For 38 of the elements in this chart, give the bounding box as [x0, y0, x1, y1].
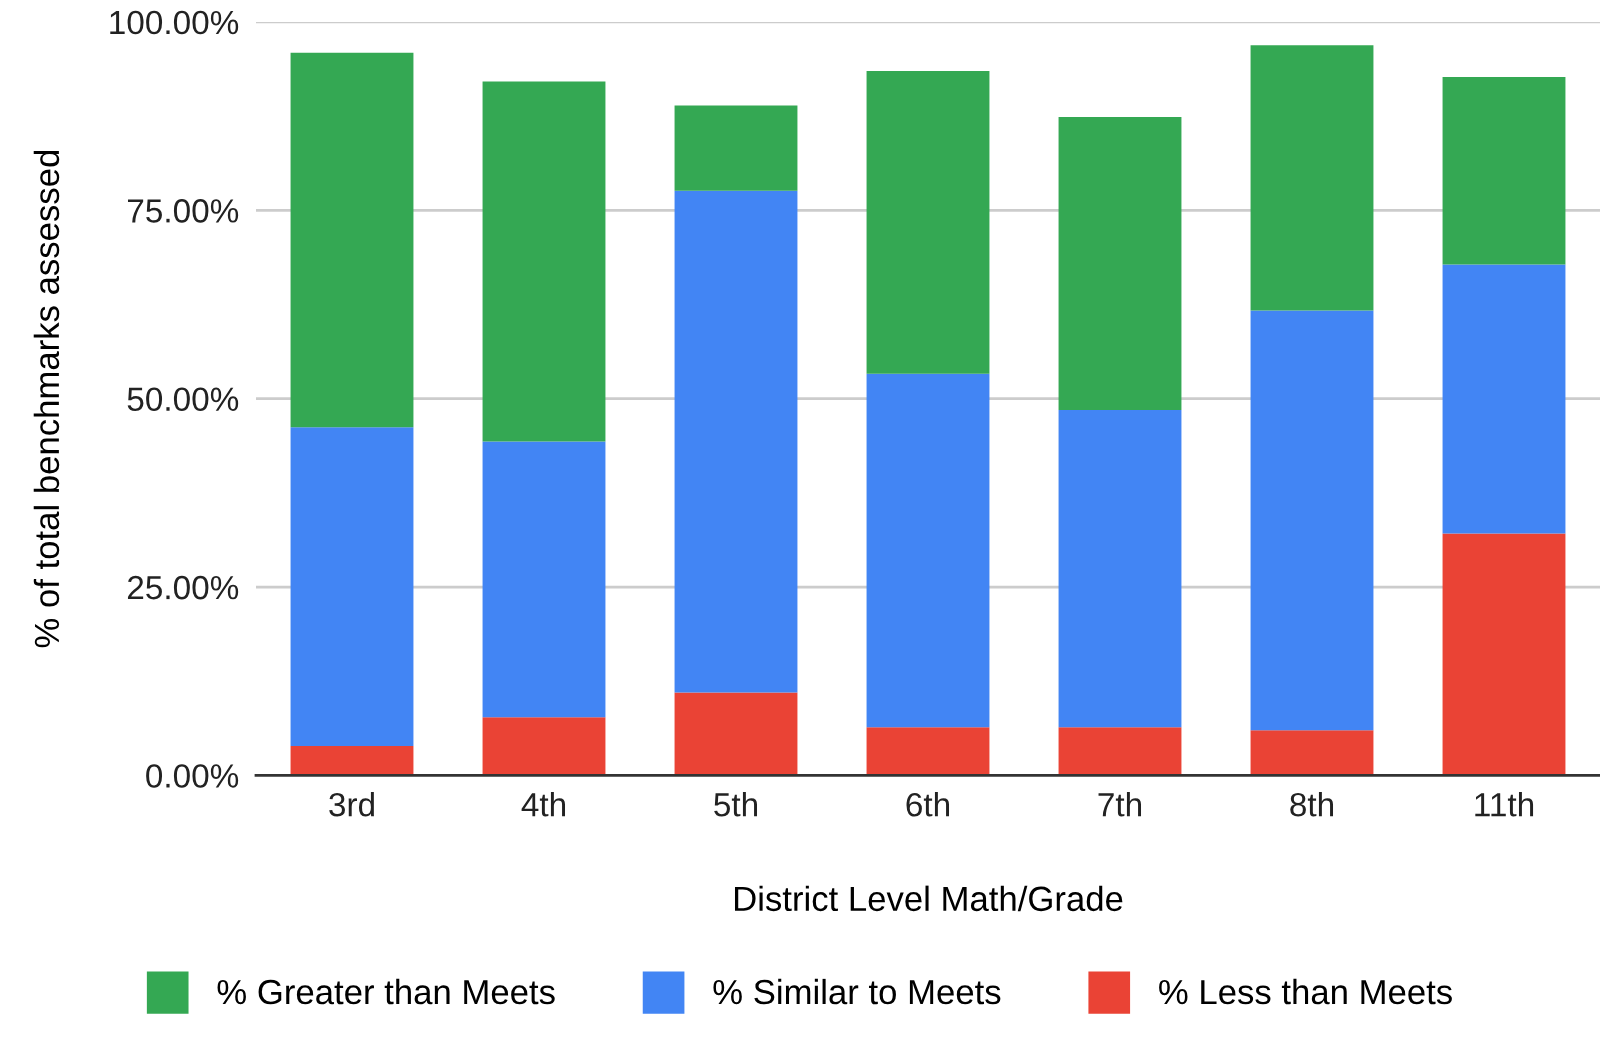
x-tick-label: 4th	[521, 792, 566, 817]
bar	[1442, 533, 1566, 776]
x-tick-label: 7th	[1098, 792, 1142, 817]
y-tick-label: 75.00%	[127, 199, 239, 223]
bar	[1442, 76, 1566, 265]
bar	[1250, 730, 1374, 776]
y-tick-label: 100.00%	[110, 10, 239, 35]
y-tick-label: 25.00%	[127, 575, 239, 600]
bar	[1250, 310, 1374, 731]
bar	[482, 81, 606, 442]
x-tick-label: 6th	[906, 792, 950, 817]
x-tick-label: 3rd	[329, 792, 374, 817]
bar	[1058, 116, 1182, 410]
x-tick-label: 8th	[1290, 792, 1334, 817]
bar	[674, 105, 798, 191]
bar	[1058, 727, 1182, 776]
legend-label: % Similar to Meets	[713, 978, 1001, 1005]
x-tick-label: 5th	[714, 792, 758, 817]
bar	[866, 373, 990, 728]
bar	[1442, 264, 1566, 534]
legend-label: % Less than Meets	[1159, 978, 1452, 1005]
bar	[482, 717, 606, 776]
bar	[674, 190, 798, 693]
y-tick-label: 0.00%	[146, 764, 239, 788]
bar	[482, 441, 606, 718]
bar	[290, 52, 414, 428]
y-tick-label: 50.00%	[127, 387, 239, 412]
bar	[290, 427, 414, 747]
legend-label: % Greater than Meets	[217, 978, 555, 1005]
bar	[674, 692, 798, 776]
bar	[290, 746, 414, 776]
x-tick-label: 11th	[1475, 792, 1534, 817]
bar	[1058, 409, 1182, 728]
x-axis-title: District Level Math/Grade	[735, 885, 1123, 912]
bar	[1250, 45, 1374, 311]
bar	[866, 70, 990, 374]
bar	[866, 727, 990, 776]
y-axis-title: % of total benchmarks assessed	[33, 150, 60, 648]
